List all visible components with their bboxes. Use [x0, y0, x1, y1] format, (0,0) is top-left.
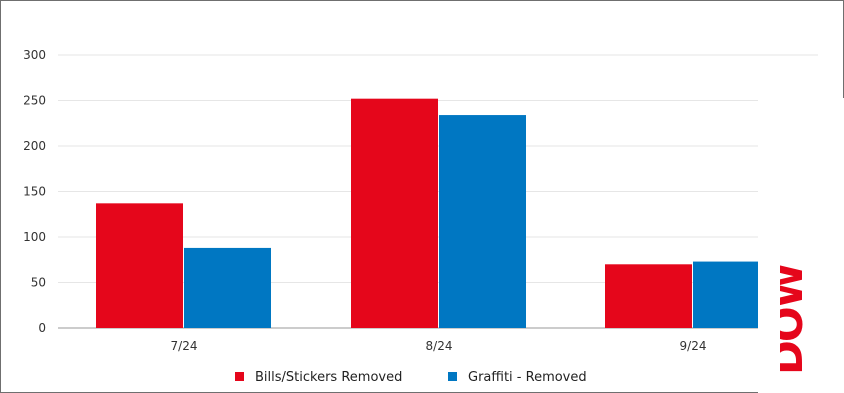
bar-graffiti-7-24[interactable] [184, 247, 271, 328]
bar-bills-stickers-8-24[interactable] [351, 98, 438, 329]
bars [96, 98, 780, 329]
y-tick-label: 200 [23, 139, 46, 153]
legend-swatch [235, 372, 244, 381]
legend-label[interactable]: Bills/Stickers Removed [255, 370, 402, 385]
x-tick-label: 7/24 [171, 339, 198, 353]
y-tick-label: 150 [23, 185, 46, 199]
legend: Bills/Stickers Removed Graffiti - Removed [235, 370, 587, 385]
x-tick-label: 9/24 [680, 339, 707, 353]
y-tick-label: 0 [38, 321, 46, 335]
x-axis-ticks: 7/24 8/24 9/24 [171, 339, 707, 353]
bar-bills-stickers-9-24[interactable] [605, 264, 692, 328]
x-tick-label: 8/24 [426, 339, 453, 353]
legend-label[interactable]: Graffiti - Removed [468, 370, 587, 385]
y-tick-label: 250 [23, 94, 46, 108]
bar-graffiti-8-24[interactable] [439, 115, 526, 328]
bar-bills-stickers-7-24[interactable] [96, 203, 183, 328]
y-tick-label: 300 [23, 48, 46, 62]
legend-swatch [448, 372, 457, 381]
y-axis-ticks: 0 50 100 150 200 250 300 [23, 48, 46, 335]
overlay-stamp-text: DOW [780, 262, 812, 375]
y-tick-label: 50 [31, 276, 46, 290]
y-tick-label: 100 [23, 230, 46, 244]
overlapping-page-fragment [758, 98, 844, 393]
overlay-word: DOW [780, 262, 812, 375]
